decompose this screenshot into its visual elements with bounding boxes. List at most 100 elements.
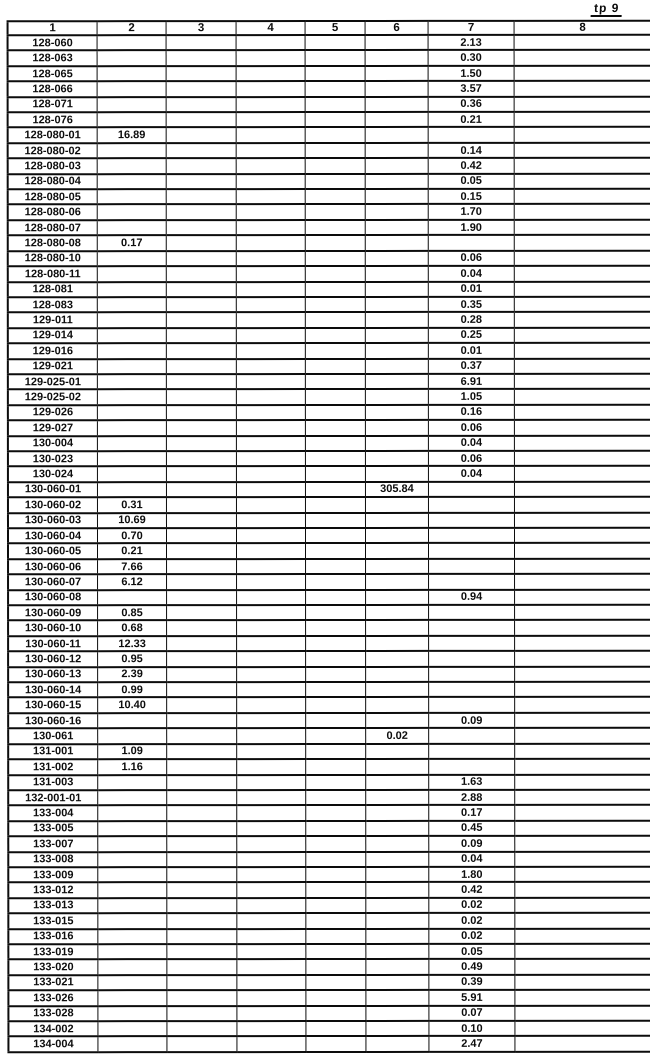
value-cell — [514, 604, 650, 621]
row-id-cell: 130-060-08 — [8, 589, 98, 606]
value-cell — [428, 497, 515, 513]
value-cell — [236, 712, 306, 729]
row-id-cell: 130-060-14 — [8, 682, 98, 698]
row-id-cell: 128-066 — [7, 81, 98, 97]
value-cell — [97, 851, 167, 868]
value-cell — [365, 358, 429, 374]
value-cell — [365, 651, 429, 667]
value-cell — [305, 312, 366, 328]
value-cell — [365, 204, 429, 220]
value-cell — [514, 373, 650, 390]
value-cell: 0.30 — [428, 50, 515, 66]
row-id-cell: 128-063 — [7, 50, 98, 67]
value-cell — [236, 651, 306, 667]
table-body: 128-060 2.13 128-063 0.30 128-065 1.50 128-066… — [7, 34, 650, 1053]
value-cell — [97, 374, 167, 390]
value-cell — [97, 142, 167, 159]
value-cell — [428, 527, 515, 544]
table-row: 129-021 0.37 — [7, 358, 650, 375]
value-cell: 0.06 — [428, 419, 515, 436]
value-cell — [305, 112, 366, 128]
value-cell — [514, 173, 650, 189]
value-cell: 0.28 — [428, 312, 515, 328]
value-cell — [236, 897, 306, 914]
value-cell — [236, 943, 306, 960]
table-row: 130-060-10 0.68 — [8, 620, 650, 637]
row-id-cell: 133-028 — [8, 1005, 98, 1022]
value-cell — [365, 188, 429, 205]
value-cell — [305, 1036, 366, 1053]
value-cell — [305, 281, 366, 297]
value-cell — [365, 111, 429, 128]
row-id-cell: 133-021 — [8, 974, 98, 991]
value-cell — [305, 712, 366, 729]
value-cell — [514, 712, 650, 729]
value-cell — [97, 805, 167, 821]
value-cell — [514, 774, 650, 790]
table-row: 130-023 0.06 — [7, 450, 650, 467]
table-row: 128-080-11 0.04 — [7, 265, 650, 282]
row-id-cell: 128-080-02 — [7, 143, 98, 159]
value-cell — [97, 1036, 167, 1053]
row-id-cell: 130-060-11 — [8, 636, 98, 652]
column-header: 8 — [514, 20, 650, 35]
value-cell — [365, 450, 429, 467]
value-cell — [514, 312, 650, 328]
value-cell — [97, 358, 167, 375]
value-cell — [514, 558, 650, 575]
value-cell — [514, 450, 650, 467]
value-cell — [236, 728, 306, 744]
value-cell — [166, 589, 237, 606]
value-cell — [166, 142, 237, 159]
value-cell — [514, 327, 650, 343]
value-cell — [365, 404, 429, 421]
row-id-cell: 128-076 — [7, 112, 98, 128]
value-cell — [428, 620, 515, 636]
value-cell — [305, 527, 366, 544]
row-id-cell: 133-007 — [8, 836, 98, 852]
value-cell — [97, 220, 167, 236]
value-cell — [236, 312, 306, 328]
row-id-cell: 129-014 — [7, 327, 98, 344]
value-cell — [97, 389, 167, 405]
row-id-cell: 128-080-01 — [7, 127, 98, 144]
table-row: 130-061 0.02 — [8, 728, 650, 744]
value-cell — [166, 327, 237, 344]
value-cell — [305, 96, 366, 113]
value-cell — [514, 897, 650, 913]
value-cell: 0.15 — [428, 188, 515, 205]
value-cell — [365, 589, 429, 606]
value-cell — [365, 543, 429, 559]
value-cell: 0.25 — [428, 327, 515, 344]
value-cell — [236, 466, 306, 482]
value-cell — [305, 866, 366, 883]
value-cell — [97, 173, 167, 190]
row-id-cell: 132-001-01 — [8, 790, 98, 806]
value-cell — [514, 620, 650, 636]
value-cell — [166, 574, 237, 590]
value-cell — [97, 404, 167, 421]
value-cell: 0.94 — [428, 589, 515, 605]
row-id-cell: 128-080-05 — [7, 189, 98, 205]
value-cell — [514, 250, 650, 266]
value-cell — [236, 404, 306, 421]
value-cell — [365, 1036, 429, 1052]
value-cell — [97, 882, 167, 898]
value-cell — [514, 219, 650, 236]
value-cell — [365, 990, 429, 1006]
value-cell — [305, 512, 366, 529]
value-cell — [236, 528, 306, 544]
table-row: 128-080-01 16.89 — [7, 127, 650, 144]
value-cell — [166, 512, 237, 529]
value-cell: 0.02 — [428, 928, 515, 944]
value-cell — [305, 805, 366, 821]
value-cell — [305, 1020, 366, 1037]
value-cell: 0.14 — [428, 142, 515, 159]
value-cell — [236, 1021, 306, 1037]
value-cell — [514, 481, 650, 498]
value-cell — [514, 65, 650, 82]
value-cell — [305, 296, 366, 313]
table-row: 133-028 0.07 — [8, 1005, 650, 1022]
row-id-cell: 133-026 — [8, 990, 98, 1006]
